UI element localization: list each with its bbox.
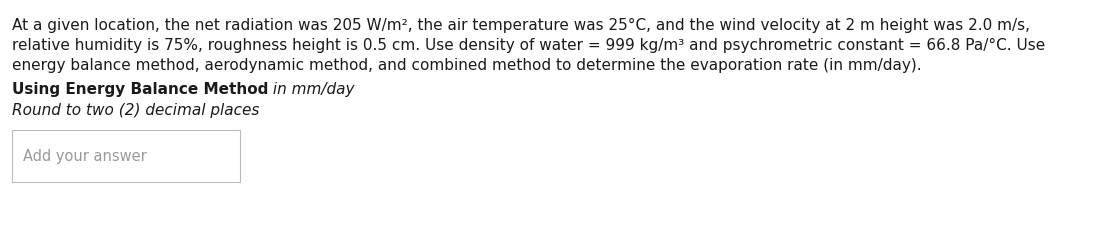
Text: At a given location, the net radiation was 205 W/m², the air temperature was 25°: At a given location, the net radiation w… (12, 18, 1030, 33)
Text: relative humidity is 75%, roughness height is 0.5 cm. Use density of water = 999: relative humidity is 75%, roughness heig… (12, 38, 1046, 53)
Text: energy balance method, aerodynamic method, and combined method to determine the : energy balance method, aerodynamic metho… (12, 58, 921, 73)
Text: Using Energy Balance Method: Using Energy Balance Method (12, 82, 269, 97)
Text: Round to two (2) decimal places: Round to two (2) decimal places (12, 103, 259, 118)
Text: Add your answer: Add your answer (23, 148, 147, 163)
Text: in mm/day: in mm/day (269, 82, 355, 97)
FancyBboxPatch shape (12, 130, 240, 182)
